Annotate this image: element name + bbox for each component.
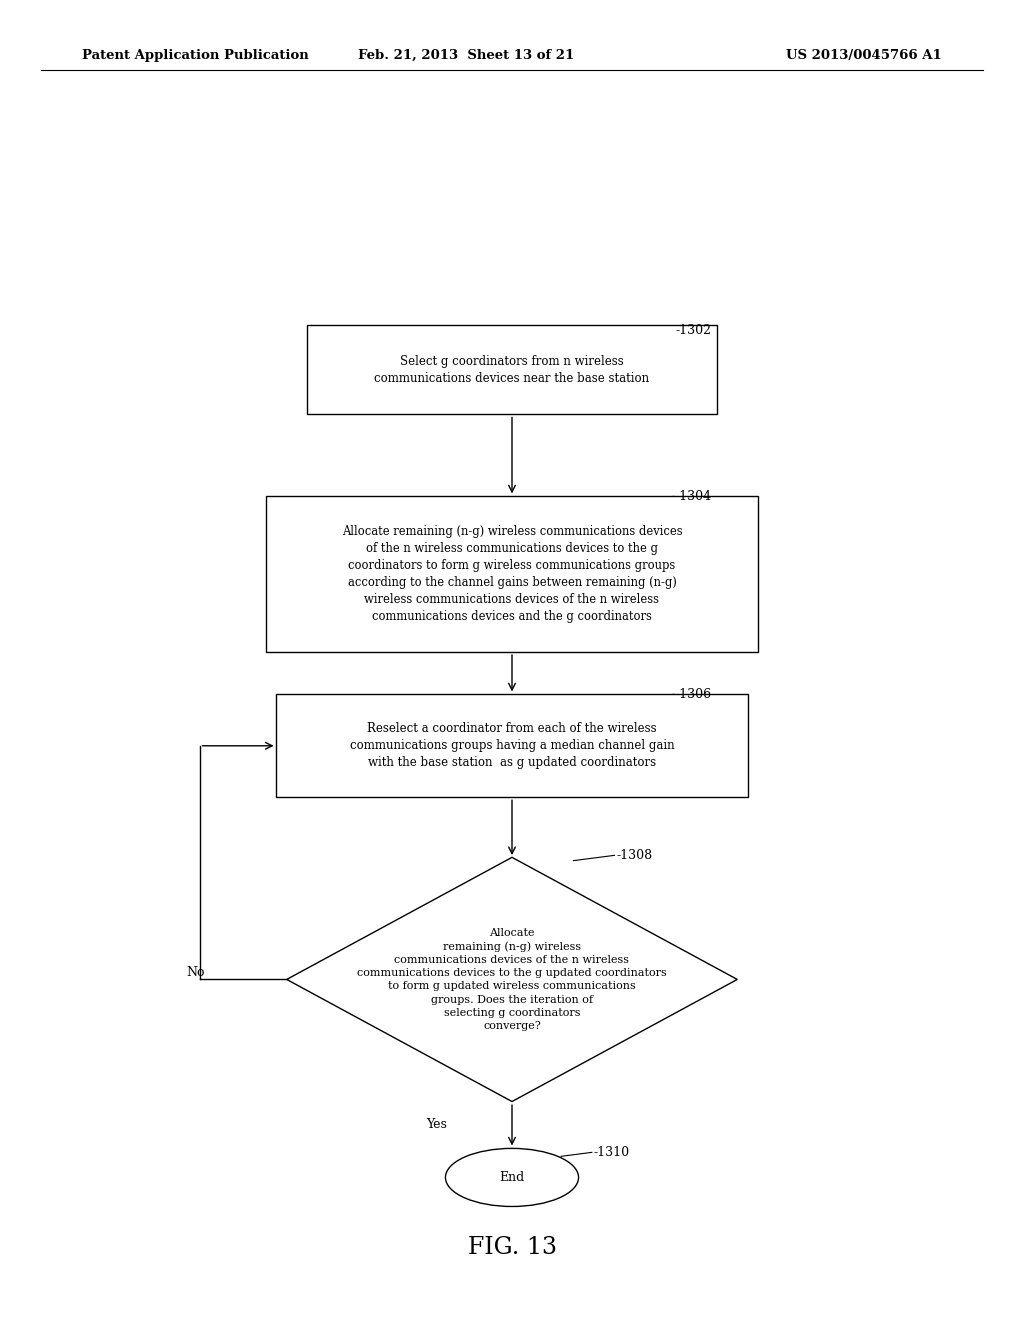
Text: Yes: Yes: [427, 1118, 447, 1131]
FancyBboxPatch shape: [266, 496, 758, 652]
Text: Allocate remaining (n-g) wireless communications devices
of the n wireless commu: Allocate remaining (n-g) wireless commun…: [342, 525, 682, 623]
Text: -1302: -1302: [676, 323, 712, 337]
Text: -1304: -1304: [676, 490, 712, 503]
Polygon shape: [287, 858, 737, 1101]
Text: FIG. 13: FIG. 13: [468, 1236, 556, 1259]
Text: End: End: [500, 1171, 524, 1184]
Text: Patent Application Publication: Patent Application Publication: [82, 49, 308, 62]
Text: Allocate
remaining (n-g) wireless
communications devices of the n wireless
commu: Allocate remaining (n-g) wireless commun…: [357, 928, 667, 1031]
Text: No: No: [186, 966, 205, 979]
Text: Feb. 21, 2013  Sheet 13 of 21: Feb. 21, 2013 Sheet 13 of 21: [357, 49, 574, 62]
Ellipse shape: [445, 1148, 579, 1206]
Text: -1308: -1308: [616, 849, 652, 862]
Text: Reselect a coordinator from each of the wireless
communications groups having a : Reselect a coordinator from each of the …: [349, 722, 675, 770]
FancyBboxPatch shape: [276, 694, 748, 797]
Text: -1310: -1310: [594, 1146, 630, 1159]
Text: -1306: -1306: [676, 688, 712, 701]
FancyBboxPatch shape: [307, 325, 717, 414]
Text: Select g coordinators from n wireless
communications devices near the base stati: Select g coordinators from n wireless co…: [375, 355, 649, 384]
Text: US 2013/0045766 A1: US 2013/0045766 A1: [786, 49, 942, 62]
